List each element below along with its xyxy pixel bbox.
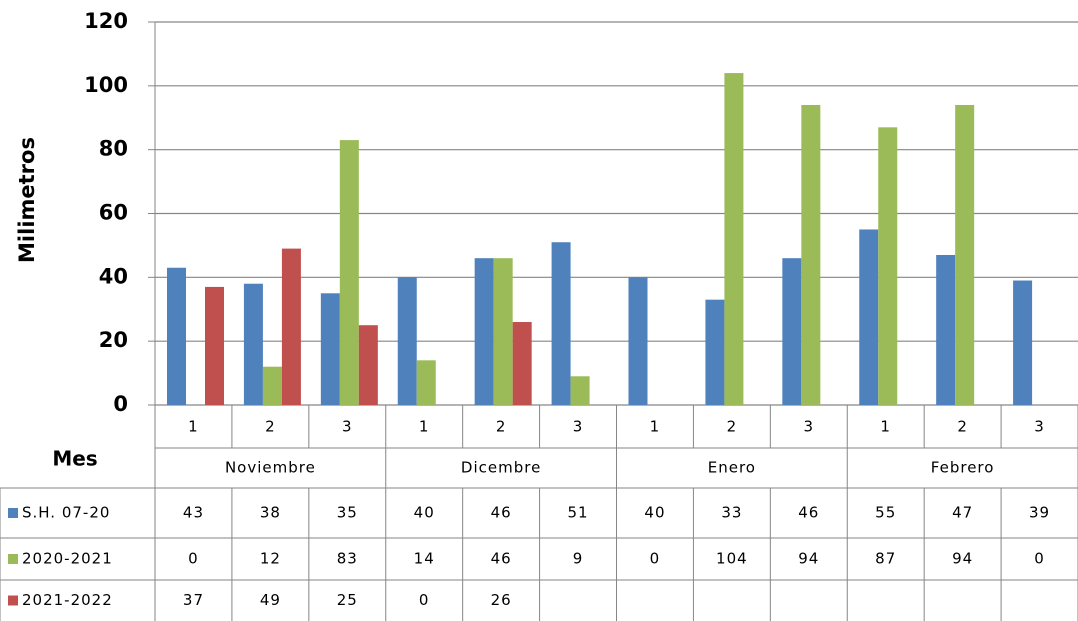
legend-key xyxy=(8,595,18,606)
legend-key xyxy=(8,554,18,564)
y-tick-label: 80 xyxy=(99,137,128,161)
y-tick-label: 120 xyxy=(84,9,128,33)
table-value: 55 xyxy=(875,504,896,522)
y-tick-label: 20 xyxy=(99,328,128,352)
table-value: 87 xyxy=(875,550,896,568)
y-tick-label: 40 xyxy=(99,264,128,288)
x-tick-label: 2 xyxy=(496,418,507,436)
table-value: 94 xyxy=(798,550,819,568)
group-label: Febrero xyxy=(931,459,995,477)
bar xyxy=(859,229,879,405)
bar xyxy=(167,267,186,405)
bar xyxy=(724,73,744,406)
bar xyxy=(878,127,898,405)
table-value: 25 xyxy=(337,591,358,609)
bar xyxy=(955,104,975,405)
table-value: 46 xyxy=(798,504,819,522)
group-label: Noviembre xyxy=(225,459,316,477)
table-value: 35 xyxy=(337,504,358,522)
x-tick-label: 2 xyxy=(957,418,968,436)
table-value: 47 xyxy=(952,504,973,522)
group-label: Enero xyxy=(708,459,756,477)
legend-label: 2020-2021 xyxy=(22,550,113,568)
table-value: 43 xyxy=(183,504,204,522)
bar xyxy=(281,248,301,405)
bar xyxy=(262,366,282,405)
x-tick-label: 1 xyxy=(650,418,661,436)
table-value: 83 xyxy=(337,550,358,568)
y-tick-label: 100 xyxy=(84,73,128,97)
table-value: 38 xyxy=(260,504,281,522)
table-value: 26 xyxy=(491,591,512,609)
bar xyxy=(936,254,956,405)
table-value: 14 xyxy=(414,550,435,568)
table-value: 39 xyxy=(1029,504,1050,522)
y-tick-label: 0 xyxy=(113,392,128,416)
table-value: 46 xyxy=(491,504,512,522)
x-tick-label: 1 xyxy=(880,418,891,436)
legend-label: 2021-2022 xyxy=(22,591,113,609)
table-value: 9 xyxy=(573,550,584,568)
table-value: 51 xyxy=(567,504,588,522)
legend-key xyxy=(8,508,18,518)
x-tick-label: 1 xyxy=(188,418,199,436)
y-tick-label: 60 xyxy=(99,201,128,225)
bar xyxy=(570,376,590,405)
table-value: 12 xyxy=(260,550,281,568)
table-value: 0 xyxy=(650,550,661,568)
bar xyxy=(474,258,494,405)
table-value: 33 xyxy=(721,504,742,522)
bar xyxy=(358,325,378,405)
table-value: 0 xyxy=(1034,550,1045,568)
group-label: Dicembre xyxy=(461,459,541,477)
bar xyxy=(205,286,224,405)
table-value: 37 xyxy=(183,591,204,609)
bar xyxy=(512,322,532,405)
table-value: 40 xyxy=(414,504,435,522)
x-tick-label: 3 xyxy=(342,418,353,436)
x-tick-label: 1 xyxy=(419,418,430,436)
x-tick-label: 3 xyxy=(804,418,815,436)
y-axis-label: Milimetros xyxy=(15,137,39,263)
table-value: 94 xyxy=(952,550,973,568)
x-tick-label: 2 xyxy=(727,418,738,436)
bar xyxy=(243,283,263,405)
bar xyxy=(397,277,417,405)
table-value: 40 xyxy=(644,504,665,522)
bar xyxy=(551,242,571,405)
bar xyxy=(320,293,340,405)
bar xyxy=(705,299,725,405)
table-value: 0 xyxy=(188,550,199,568)
bar xyxy=(782,258,802,405)
bar xyxy=(416,360,436,405)
x-tick-label: 2 xyxy=(265,418,276,436)
bar xyxy=(493,258,513,405)
bar xyxy=(628,277,648,405)
x-tick-label: 3 xyxy=(573,418,584,436)
table-value: 46 xyxy=(491,550,512,568)
table-value: 0 xyxy=(419,591,430,609)
bar xyxy=(339,140,359,405)
bar xyxy=(801,104,821,405)
table-value: 49 xyxy=(260,591,281,609)
x-axis-label: Mes xyxy=(52,447,97,471)
legend-label: S.H. 07-20 xyxy=(22,504,110,522)
x-tick-label: 3 xyxy=(1034,418,1045,436)
table-value: 104 xyxy=(716,550,748,568)
bar xyxy=(1013,280,1033,405)
